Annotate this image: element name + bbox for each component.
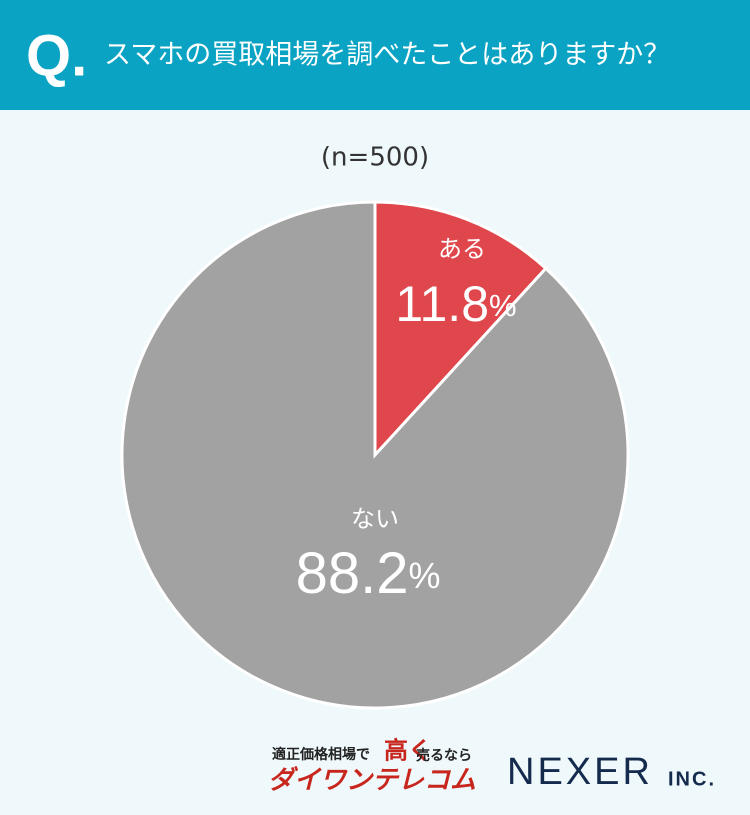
logo-tagline: 適正価格相場で	[272, 746, 370, 763]
slice-value-label: 88.2%	[296, 541, 441, 606]
company-logo: NEXER INC.	[507, 751, 716, 793]
logo-brand: ダイワンテレコム	[268, 766, 476, 796]
pie-slice	[373, 200, 548, 459]
logo-tagline: 売るなら	[416, 747, 472, 764]
slice-value-label: 11.8%	[395, 276, 516, 332]
chart-title: スマホの買取相場を調べたことはありますか？	[104, 40, 670, 71]
company-name: NEXER	[507, 751, 653, 793]
sponsor-logo: 適正価格相場で 高く 売るなら ダイワンテレコム	[268, 736, 476, 796]
question-mark: Q.	[26, 23, 87, 88]
company-suffix: INC.	[668, 768, 716, 790]
slice-category-label: ある	[438, 235, 486, 263]
pie: ある 11.8% ない 88.2%	[120, 200, 630, 710]
logo-tagline-emphasis: 高く	[384, 736, 432, 765]
pie-slice	[120, 200, 630, 710]
subtitle: (n=500)	[321, 143, 429, 173]
header-band	[0, 0, 750, 110]
slice-category-label: ない	[351, 505, 399, 533]
